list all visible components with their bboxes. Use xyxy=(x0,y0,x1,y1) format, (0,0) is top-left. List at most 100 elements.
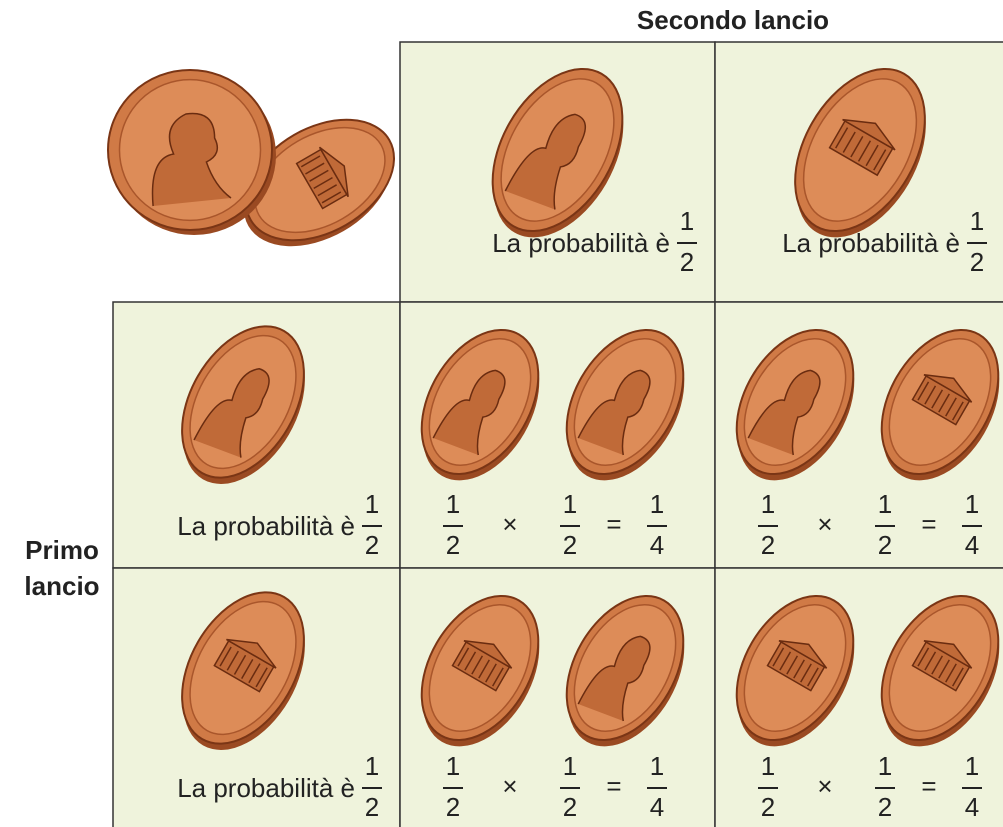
probability-label: La probabilità è xyxy=(782,228,960,258)
coin-column xyxy=(842,131,856,153)
equals-sign: = xyxy=(606,509,621,539)
coin-column xyxy=(924,651,937,671)
coin-column xyxy=(219,646,232,667)
numerator: 1 xyxy=(365,489,379,519)
coin-column xyxy=(772,647,785,667)
coin-column xyxy=(226,650,239,671)
coin-column xyxy=(806,667,819,687)
coin-column xyxy=(945,663,957,683)
coin xyxy=(880,594,1000,747)
coin-column xyxy=(233,654,247,675)
numerator: 1 xyxy=(563,489,577,519)
coin xyxy=(107,69,276,235)
coin-roof xyxy=(463,639,513,669)
coin-column xyxy=(464,651,477,671)
coin-column xyxy=(300,155,321,168)
denominator: 2 xyxy=(970,247,984,277)
row-header: Primo xyxy=(25,535,99,565)
coin-column xyxy=(313,176,333,190)
coin xyxy=(181,591,305,750)
times-sign: × xyxy=(817,509,832,539)
column-header: Secondo lancio xyxy=(637,5,829,35)
denominator: 2 xyxy=(761,530,775,560)
denominator: 2 xyxy=(563,792,577,822)
denominator: 2 xyxy=(446,792,460,822)
coin-column xyxy=(873,149,887,171)
coin-column xyxy=(951,401,964,421)
coin-column xyxy=(255,667,268,688)
coin-column xyxy=(931,655,944,675)
numerator: 1 xyxy=(761,751,775,781)
coin xyxy=(565,328,685,481)
numerator: 1 xyxy=(761,489,775,519)
times-sign: × xyxy=(502,509,517,539)
numerator: 1 xyxy=(446,751,460,781)
coin-portrait xyxy=(577,369,651,456)
coin-column xyxy=(800,663,812,683)
numerator: 1 xyxy=(970,206,984,236)
row-header: lancio xyxy=(24,571,99,601)
coin-portrait xyxy=(151,112,232,207)
coin-roof xyxy=(923,373,973,403)
denominator: 2 xyxy=(446,530,460,560)
numerator: 1 xyxy=(680,206,694,236)
numerator: 1 xyxy=(650,751,664,781)
probability-label: La probabilità è xyxy=(492,228,670,258)
coin-column xyxy=(779,651,792,671)
coin-column xyxy=(478,659,490,679)
times-sign: × xyxy=(817,771,832,801)
coin-roof xyxy=(778,639,828,669)
coin-column xyxy=(309,169,329,182)
coin xyxy=(420,594,540,747)
coin xyxy=(735,594,855,747)
probability-label: La probabilità è xyxy=(177,773,355,803)
coin xyxy=(181,325,305,484)
coin xyxy=(735,328,855,481)
coin-column xyxy=(917,381,930,401)
denominator: 4 xyxy=(650,792,664,822)
coin-column xyxy=(786,655,799,675)
coin-column xyxy=(835,127,849,149)
coin-column xyxy=(924,385,937,405)
coin-column xyxy=(241,659,254,679)
coin-roof xyxy=(842,118,896,151)
coin-column xyxy=(865,144,879,167)
numerator: 1 xyxy=(965,751,979,781)
equals-sign: = xyxy=(921,509,936,539)
coin xyxy=(794,67,926,238)
denominator: 4 xyxy=(965,530,979,560)
coin-portrait xyxy=(432,369,506,456)
coin-portrait xyxy=(504,113,586,210)
coin-column xyxy=(485,663,497,683)
numerator: 1 xyxy=(446,489,460,519)
coin xyxy=(565,594,685,747)
coin-column xyxy=(945,397,957,417)
coin xyxy=(491,67,624,238)
coin xyxy=(243,118,395,247)
coin-roof xyxy=(318,146,349,198)
coin-portrait xyxy=(577,635,651,722)
denominator: 2 xyxy=(761,792,775,822)
numerator: 1 xyxy=(878,489,892,519)
coin-column xyxy=(951,667,964,687)
coin-column xyxy=(917,647,930,667)
times-sign: × xyxy=(502,771,517,801)
coin-column xyxy=(457,647,470,667)
coin-portrait xyxy=(193,367,270,458)
coin-column xyxy=(931,389,944,409)
numerator: 1 xyxy=(878,751,892,781)
denominator: 2 xyxy=(878,792,892,822)
coin-roof xyxy=(923,639,973,669)
coin-column xyxy=(491,667,504,687)
coin-column xyxy=(321,191,342,204)
denominator: 4 xyxy=(650,530,664,560)
coin-column xyxy=(850,135,864,158)
equals-sign: = xyxy=(606,771,621,801)
denominator: 2 xyxy=(365,530,379,560)
probability-label: La probabilità è xyxy=(177,511,355,541)
coin-column xyxy=(305,162,325,175)
coin xyxy=(420,328,540,481)
denominator: 4 xyxy=(965,792,979,822)
numerator: 1 xyxy=(563,751,577,781)
